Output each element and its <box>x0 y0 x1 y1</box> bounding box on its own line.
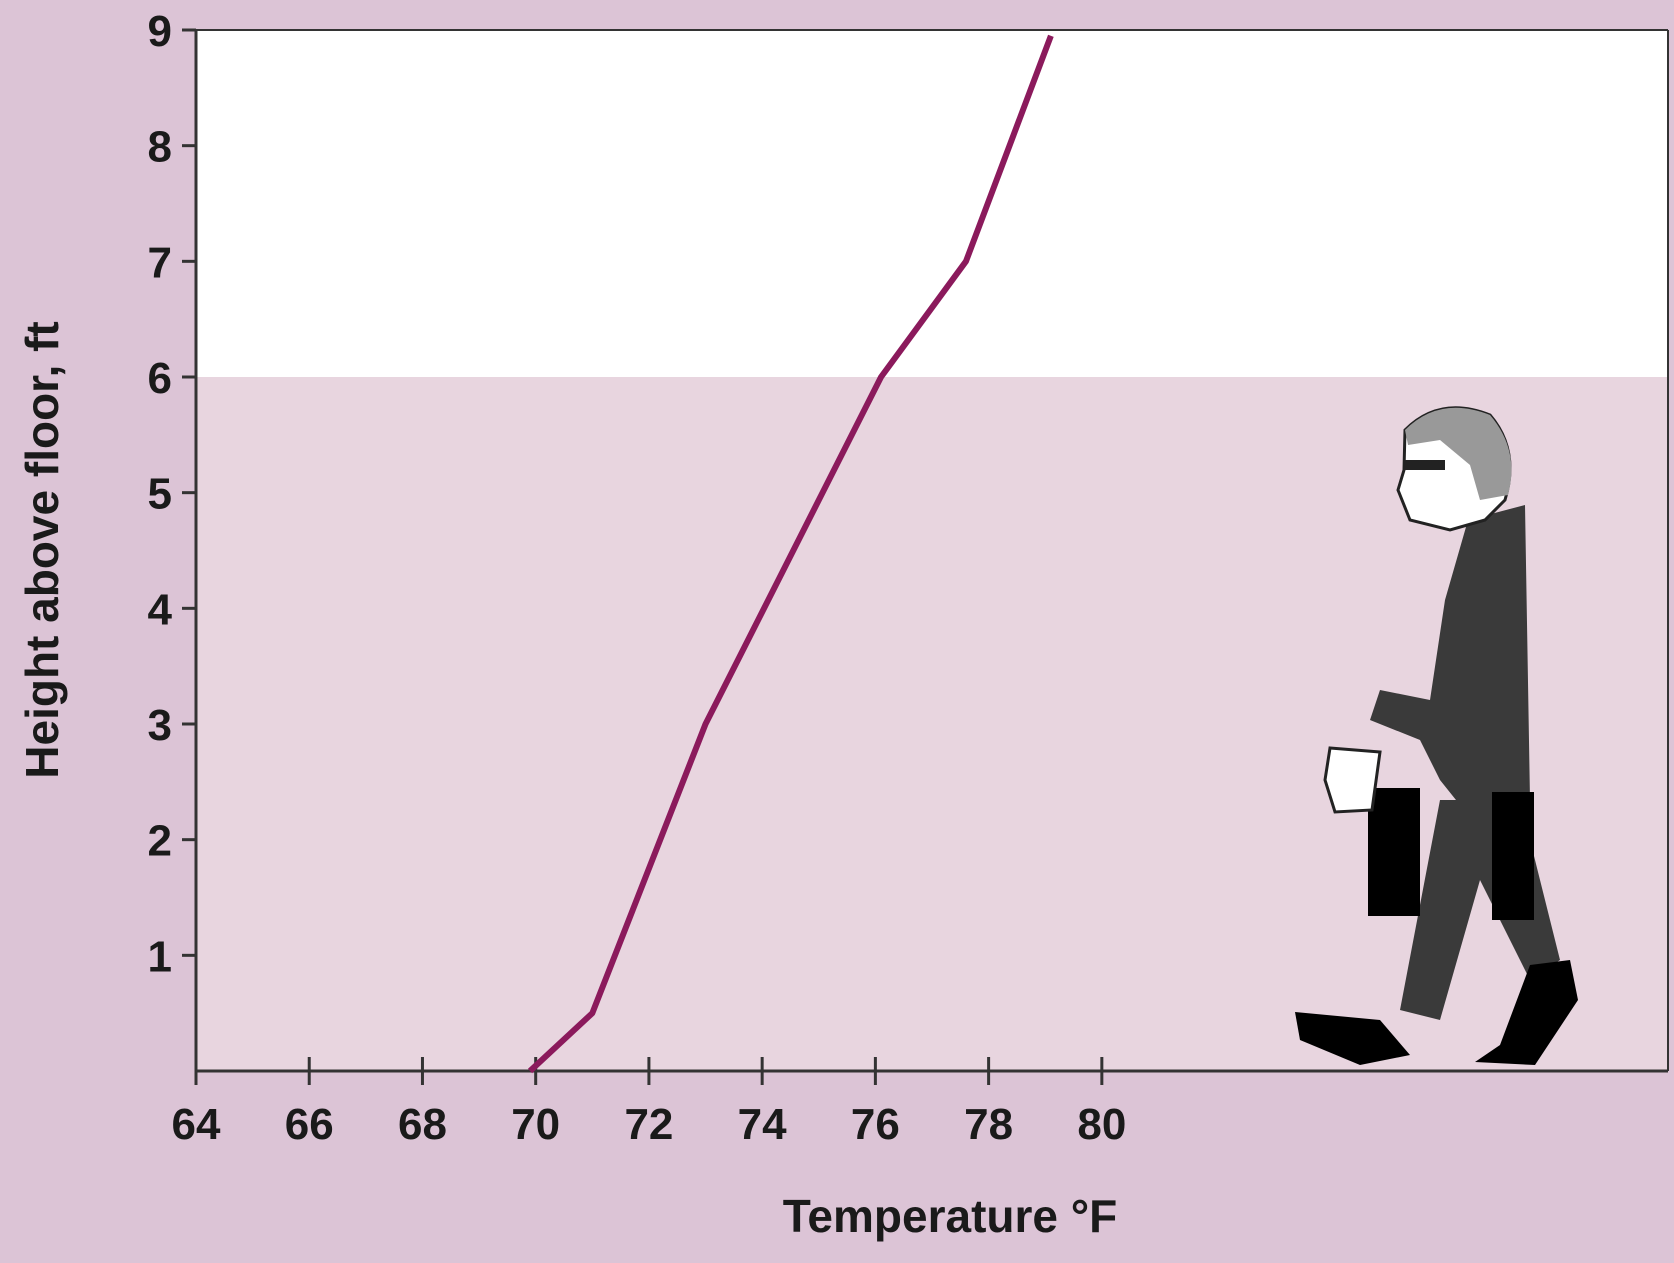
y-tick-label: 7 <box>148 238 172 287</box>
y-tick-label: 9 <box>148 7 172 56</box>
page: {"chart_data": {"type": "line", "x_label… <box>0 0 1674 1263</box>
y-tick-label: 1 <box>148 932 172 981</box>
x-tick-label: 80 <box>1077 1100 1126 1149</box>
y-tick-label: 8 <box>148 123 172 172</box>
y-tick-label: 4 <box>148 585 173 634</box>
x-axis-title: Temperature °F <box>783 1190 1118 1242</box>
x-tick-label: 64 <box>172 1100 221 1149</box>
x-tick-label: 78 <box>964 1100 1013 1149</box>
x-tick-label: 66 <box>285 1100 334 1149</box>
y-tick-label: 3 <box>148 701 172 750</box>
y-tick-label: 2 <box>148 817 172 866</box>
y-tick-label: 5 <box>148 470 172 519</box>
x-tick-label: 70 <box>511 1100 560 1149</box>
x-tick-label: 76 <box>851 1100 900 1149</box>
y-axis-title: Height above floor, ft <box>16 321 68 778</box>
chart: 123456789646668707274767880 Temperature … <box>0 0 1674 1263</box>
y-tick-label: 6 <box>148 354 172 403</box>
x-tick-label: 68 <box>398 1100 447 1149</box>
x-tick-label: 72 <box>624 1100 673 1149</box>
x-tick-label: 74 <box>738 1100 787 1149</box>
